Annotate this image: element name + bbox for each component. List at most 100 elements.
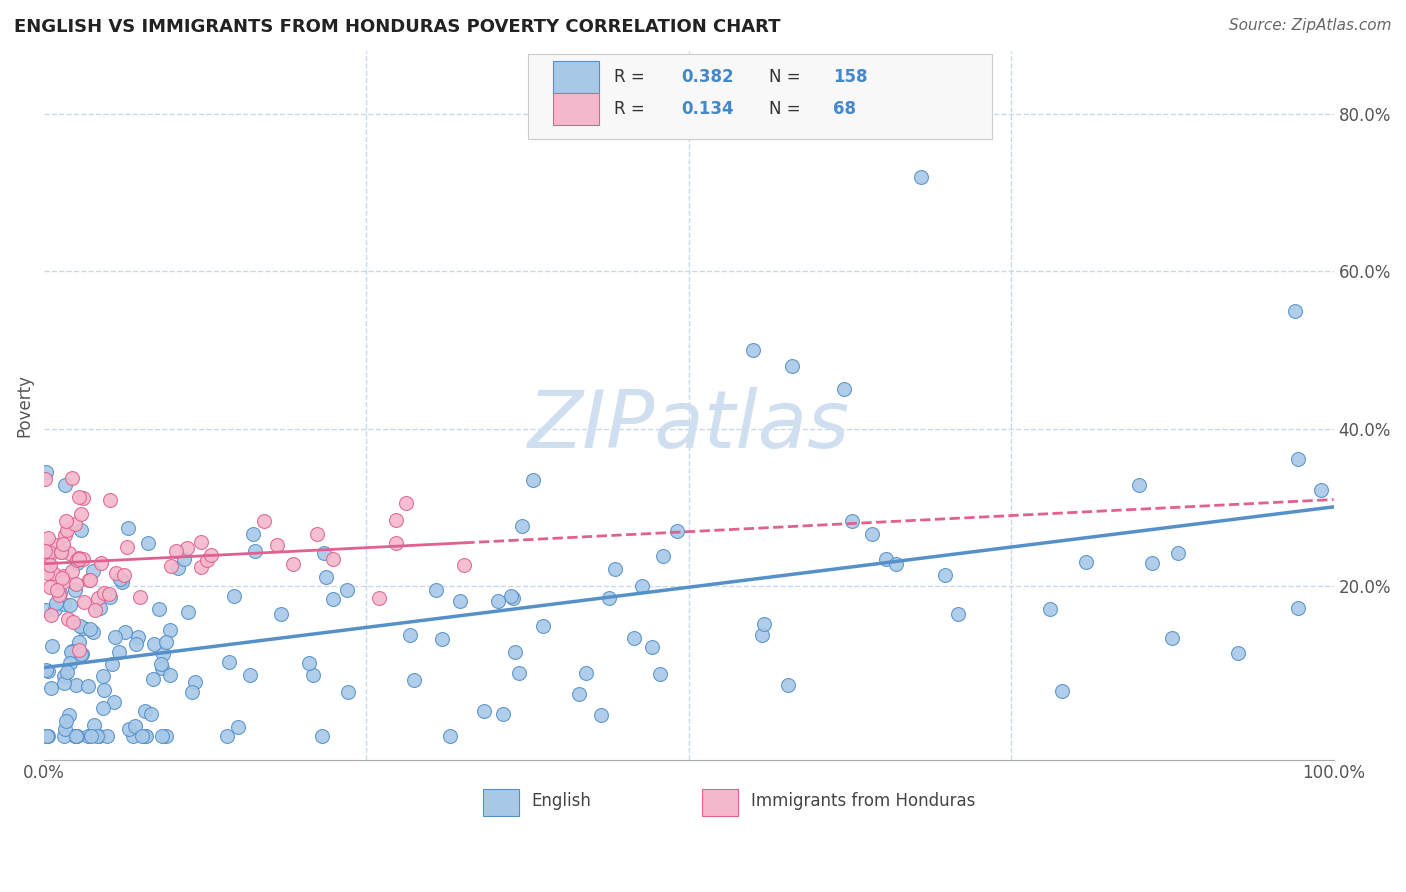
- Point: [98, 492, 121, 507]
- Point: [128, 590, 150, 604]
- Point: [134, 704, 156, 718]
- Point: [266, 538, 288, 552]
- Point: [52, 729, 75, 743]
- Text: 0.134: 0.134: [681, 100, 734, 118]
- Point: [66, 553, 89, 567]
- Point: [623, 631, 645, 645]
- Point: [160, 559, 183, 574]
- Point: [575, 666, 598, 681]
- Point: [77, 729, 100, 743]
- Point: [35, 548, 58, 562]
- Point: [39, 681, 62, 696]
- Point: [60, 564, 83, 578]
- Point: [503, 645, 526, 659]
- Point: [631, 579, 654, 593]
- Point: [79, 622, 101, 636]
- Point: [239, 668, 262, 682]
- Point: [598, 591, 620, 605]
- Point: [41, 640, 63, 654]
- Point: [111, 574, 134, 589]
- Point: [143, 637, 166, 651]
- Point: [60, 644, 83, 658]
- Point: [70, 647, 93, 661]
- Point: [79, 573, 101, 587]
- Point: [243, 544, 266, 558]
- FancyBboxPatch shape: [527, 54, 991, 139]
- Point: [114, 625, 136, 640]
- Point: [884, 557, 907, 571]
- Point: [48, 588, 70, 602]
- Point: [195, 552, 218, 566]
- Text: 158: 158: [834, 69, 868, 87]
- Point: [96, 729, 118, 743]
- Point: [52, 569, 75, 583]
- Point: [946, 607, 969, 621]
- Point: [45, 596, 67, 610]
- Point: [253, 514, 276, 528]
- Point: [159, 623, 181, 637]
- Point: [314, 546, 336, 560]
- Point: [82, 624, 104, 639]
- Point: [65, 729, 87, 743]
- Point: [336, 583, 359, 598]
- Point: [107, 645, 129, 659]
- Point: [150, 657, 173, 671]
- Point: [45, 583, 67, 598]
- Point: [190, 534, 212, 549]
- Point: [605, 562, 627, 576]
- Point: [589, 707, 612, 722]
- Point: [63, 582, 86, 597]
- Text: English: English: [531, 792, 592, 811]
- Text: R =: R =: [614, 69, 650, 87]
- Point: [910, 169, 932, 184]
- Point: [111, 573, 134, 587]
- Point: [425, 583, 447, 598]
- Point: [502, 591, 524, 606]
- Point: [52, 675, 75, 690]
- Point: [139, 706, 162, 721]
- Point: [486, 594, 509, 608]
- Point: [53, 528, 76, 542]
- Point: [384, 535, 406, 549]
- Point: [150, 661, 173, 675]
- Point: [841, 514, 863, 528]
- Point: [1226, 646, 1249, 660]
- Point: [60, 471, 83, 485]
- Point: [77, 573, 100, 587]
- Point: [641, 640, 664, 655]
- Point: [108, 572, 131, 586]
- Point: [1140, 556, 1163, 570]
- Point: [124, 719, 146, 733]
- Point: [127, 630, 149, 644]
- Point: [39, 558, 62, 573]
- Point: [87, 729, 110, 743]
- Point: [53, 722, 76, 736]
- Point: [1286, 452, 1309, 467]
- Point: [39, 580, 62, 594]
- Point: [73, 595, 96, 609]
- Point: [37, 531, 59, 545]
- Point: [307, 526, 329, 541]
- Point: [122, 729, 145, 743]
- Point: [72, 491, 94, 505]
- Point: [860, 527, 883, 541]
- Point: [176, 541, 198, 556]
- Point: [91, 669, 114, 683]
- Point: [875, 551, 897, 566]
- Point: [270, 607, 292, 621]
- Point: [142, 672, 165, 686]
- Point: [302, 667, 325, 681]
- Point: [35, 465, 58, 479]
- Text: 68: 68: [834, 100, 856, 118]
- Point: [52, 597, 75, 611]
- Point: [190, 560, 212, 574]
- Y-axis label: Poverty: Poverty: [15, 374, 32, 437]
- Point: [165, 544, 187, 558]
- Point: [35, 558, 58, 572]
- Point: [67, 551, 90, 566]
- Point: [395, 496, 418, 510]
- FancyBboxPatch shape: [554, 62, 599, 94]
- Point: [65, 678, 87, 692]
- Point: [39, 607, 62, 622]
- Point: [1167, 546, 1189, 560]
